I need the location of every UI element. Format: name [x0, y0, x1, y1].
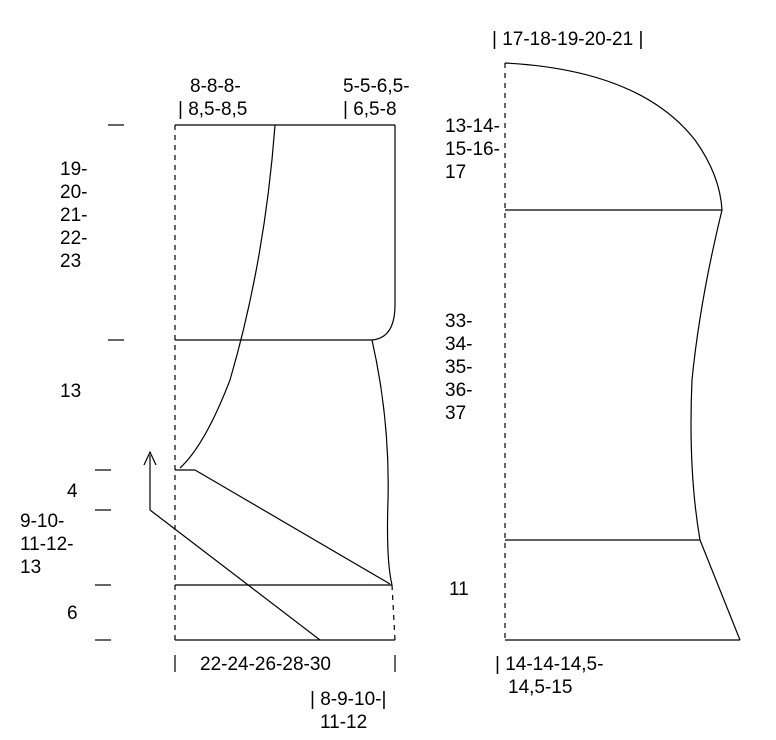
sleeve-cap-curve — [505, 63, 722, 210]
label-left-h1-2: 20- — [60, 181, 87, 205]
label-left-6: 6 — [67, 602, 78, 626]
label-left-h1-1: 19- — [60, 158, 87, 182]
label-sleeve-11: 11 — [449, 578, 469, 602]
label-sleeve-mid-1: 33- — [445, 310, 472, 334]
label-body-top-left-2: | 8,5-8,5 — [178, 98, 247, 122]
diagram-canvas: | 17-18-19-20-21 | 8-8-8- | 8,5-8,5 5-5-… — [0, 0, 776, 740]
label-left-4: 4 — [67, 480, 78, 504]
label-left-h1-4: 22- — [60, 227, 87, 251]
body-armhole-curve — [372, 125, 395, 340]
label-sleeve-bottom-2: 14,5-15 — [508, 676, 572, 700]
label-left-13: 13 — [60, 380, 81, 404]
label-body-top-right-1: 5-5-6,5- — [343, 75, 410, 99]
body-neckline-curve — [180, 125, 275, 468]
label-body-top-left-1: 8-8-8- — [190, 75, 241, 99]
label-body-bottom: 22-24-26-28-30 — [200, 653, 331, 677]
body-side-dashed — [392, 585, 395, 640]
label-sleeve-cap-1: 13-14- — [445, 115, 500, 139]
label-left-h4-1: 9-10- — [20, 510, 64, 534]
label-sleeve-mid-2: 34- — [445, 333, 472, 357]
label-body-top-right-2: | 6,5-8 — [343, 98, 397, 122]
label-left-h1-5: 23 — [60, 250, 81, 274]
label-body-bottom-r-2: 11-12 — [320, 711, 367, 735]
label-left-h1-3: 21- — [60, 204, 87, 228]
sleeve-cuff-right — [700, 540, 740, 640]
body-side-seam — [372, 340, 392, 585]
sleeve-side-seam — [691, 210, 722, 540]
label-left-h4-3: 13 — [20, 556, 41, 580]
label-left-h4-2: 11-12- — [20, 533, 74, 557]
label-sleeve-mid-4: 36- — [445, 379, 472, 403]
label-sleeve-cap-3: 17 — [445, 161, 466, 185]
label-body-bottom-r-1: | 8-9-10-| — [310, 688, 386, 712]
label-sleeve-bottom-1: | 14-14-14,5- — [495, 653, 603, 677]
label-top-width: | 17-18-19-20-21 | — [492, 28, 643, 52]
label-sleeve-cap-2: 15-16- — [445, 138, 500, 162]
label-sleeve-mid-3: 35- — [445, 356, 472, 380]
label-sleeve-mid-5: 37 — [445, 402, 466, 426]
